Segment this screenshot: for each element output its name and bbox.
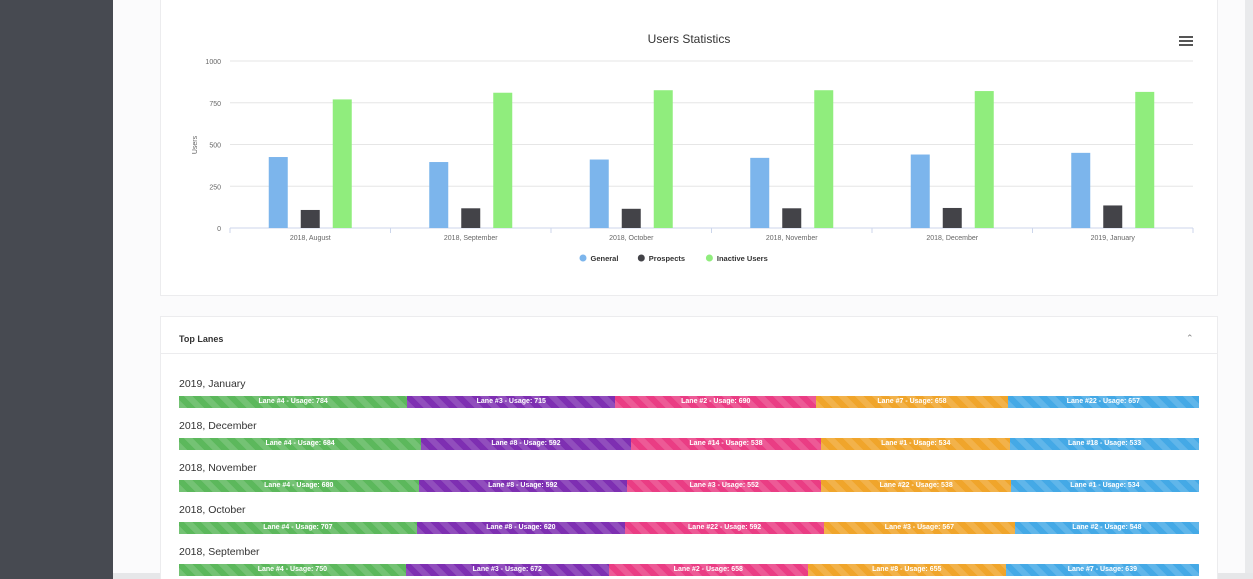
x-tick-label: 2018, November (766, 235, 818, 242)
lane-segment: Lane #8 - Usage: 620 (416, 522, 626, 534)
y-tick-label: 250 (209, 184, 221, 191)
y-axis-label: Users (192, 135, 199, 154)
legend-label: Prospects (649, 254, 685, 263)
lane-usage-bar: Lane #4 - Usage: 784 Lane #3 - Usage: 715… (179, 396, 1199, 408)
legend-label: General (591, 254, 619, 263)
lane-segment: Lane #3 - Usage: 672 (405, 564, 609, 576)
bar-inactive-users (974, 91, 994, 228)
top-lanes-title: Top Lanes (179, 334, 224, 344)
y-tick-label: 500 (209, 143, 221, 150)
lane-segment: Lane #4 - Usage: 750 (179, 564, 406, 576)
bar-inactive-users (814, 90, 834, 228)
x-tick-label: 2019, January (1091, 235, 1136, 242)
bar-inactive-users (653, 90, 673, 228)
lane-segment: Lane #14 - Usage: 538 (630, 438, 822, 450)
divider (161, 353, 1217, 354)
legend-label: Inactive Users (717, 254, 768, 263)
hamburger-menu-icon-line (1179, 40, 1193, 42)
bar-general (750, 157, 770, 228)
bar-inactive-users (1135, 91, 1155, 229)
lane-segment: Lane #22 - Usage: 657 (1007, 396, 1199, 408)
bar-prospects (300, 209, 320, 228)
lane-segment: Lane #8 - Usage: 655 (807, 564, 1006, 576)
bar-inactive-users (332, 99, 352, 228)
lane-month-label: 2019, January (179, 378, 246, 390)
lane-segment: Lane #8 - Usage: 592 (418, 480, 627, 492)
legend-marker (705, 254, 713, 262)
users-statistics-chart: Users Statistics 0 250 500 750 1000 Users 2018,… (192, 32, 1194, 263)
lane-month-label: 2018, November (179, 462, 257, 474)
lane-segment: Lane #7 - Usage: 639 (1005, 564, 1199, 576)
lane-month-label: 2018, October (179, 504, 246, 516)
lane-segment: Lane #4 - Usage: 707 (179, 522, 417, 534)
y-tick-label: 1000 (205, 59, 221, 66)
bar-prospects (1103, 205, 1123, 228)
bar-general (1071, 152, 1091, 228)
lane-usage-bar: Lane #4 - Usage: 707 Lane #8 - Usage: 620… (179, 522, 1199, 534)
lane-usage-bar: Lane #4 - Usage: 750 Lane #3 - Usage: 672… (179, 564, 1199, 576)
bar-prospects (782, 208, 802, 228)
x-tick-label: 2018, August (290, 235, 331, 242)
lane-segment: Lane #3 - Usage: 715 (407, 396, 616, 408)
lane-segment: Lane #22 - Usage: 538 (821, 480, 1011, 492)
bar-general (429, 162, 449, 228)
lane-segment: Lane #2 - Usage: 690 (615, 396, 817, 408)
legend-marker (579, 254, 587, 262)
sidebar (0, 0, 113, 579)
lane-usage-bar: Lane #4 - Usage: 684 Lane #8 - Usage: 592… (179, 438, 1199, 450)
lane-segment: Lane #7 - Usage: 658 (816, 396, 1008, 408)
lane-segment: Lane #2 - Usage: 548 (1014, 522, 1199, 534)
y-tick-label: 0 (217, 226, 221, 233)
bar-general (268, 157, 288, 228)
bar-inactive-users (493, 92, 513, 228)
chart-menu-button[interactable] (1179, 36, 1193, 48)
x-tick-label: 2018, December (926, 235, 978, 242)
lane-segment: Lane #4 - Usage: 680 (179, 480, 419, 492)
lane-segment: Lane #1 - Usage: 534 (1010, 480, 1199, 492)
scrollbar-track[interactable] (1245, 0, 1253, 579)
lane-segment: Lane #8 - Usage: 592 (421, 438, 631, 450)
bar-prospects (461, 208, 481, 228)
bar-general (910, 154, 930, 228)
lane-segment: Lane #4 - Usage: 784 (179, 396, 408, 408)
bar-prospects (942, 207, 962, 228)
chart-title: Users Statistics (648, 32, 731, 46)
legend-marker (637, 254, 645, 262)
y-tick-label: 750 (209, 101, 221, 108)
lane-month-label: 2018, December (179, 420, 257, 432)
lane-segment: Lane #3 - Usage: 567 (824, 522, 1015, 534)
lane-usage-bar: Lane #4 - Usage: 680 Lane #8 - Usage: 592… (179, 480, 1199, 492)
lane-segment: Lane #22 - Usage: 592 (625, 522, 825, 534)
lane-segment: Lane #3 - Usage: 552 (627, 480, 822, 492)
bar-general (589, 159, 609, 228)
lane-segment: Lane #1 - Usage: 534 (821, 438, 1011, 450)
lane-segment: Lane #2 - Usage: 658 (608, 564, 808, 576)
bar-prospects (621, 208, 641, 228)
hamburger-menu-icon-line (1179, 44, 1193, 46)
chevron-up-icon[interactable]: ⌃ (1186, 333, 1194, 343)
lane-month-label: 2018, September (179, 546, 260, 558)
lane-segment: Lane #18 - Usage: 533 (1010, 438, 1199, 450)
x-tick-label: 2018, October (609, 235, 654, 242)
hamburger-menu-icon (1179, 36, 1193, 38)
x-tick-label: 2018, September (444, 235, 498, 242)
lane-segment: Lane #4 - Usage: 684 (179, 438, 422, 450)
